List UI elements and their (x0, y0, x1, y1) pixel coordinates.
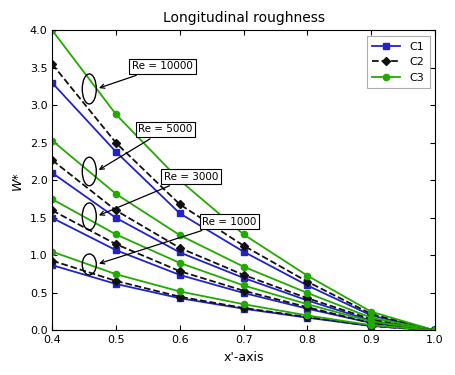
Y-axis label: W*: W* (11, 171, 24, 190)
Text: Re = 5000: Re = 5000 (100, 124, 193, 169)
Text: Re = 3000: Re = 3000 (100, 172, 218, 215)
Title: Longitudinal roughness: Longitudinal roughness (163, 11, 325, 25)
X-axis label: x'-axis: x'-axis (223, 351, 264, 364)
Text: Re = 1000: Re = 1000 (100, 217, 257, 264)
Legend: C1, C2, C3: C1, C2, C3 (367, 36, 430, 88)
Text: Re = 10000: Re = 10000 (100, 62, 193, 88)
